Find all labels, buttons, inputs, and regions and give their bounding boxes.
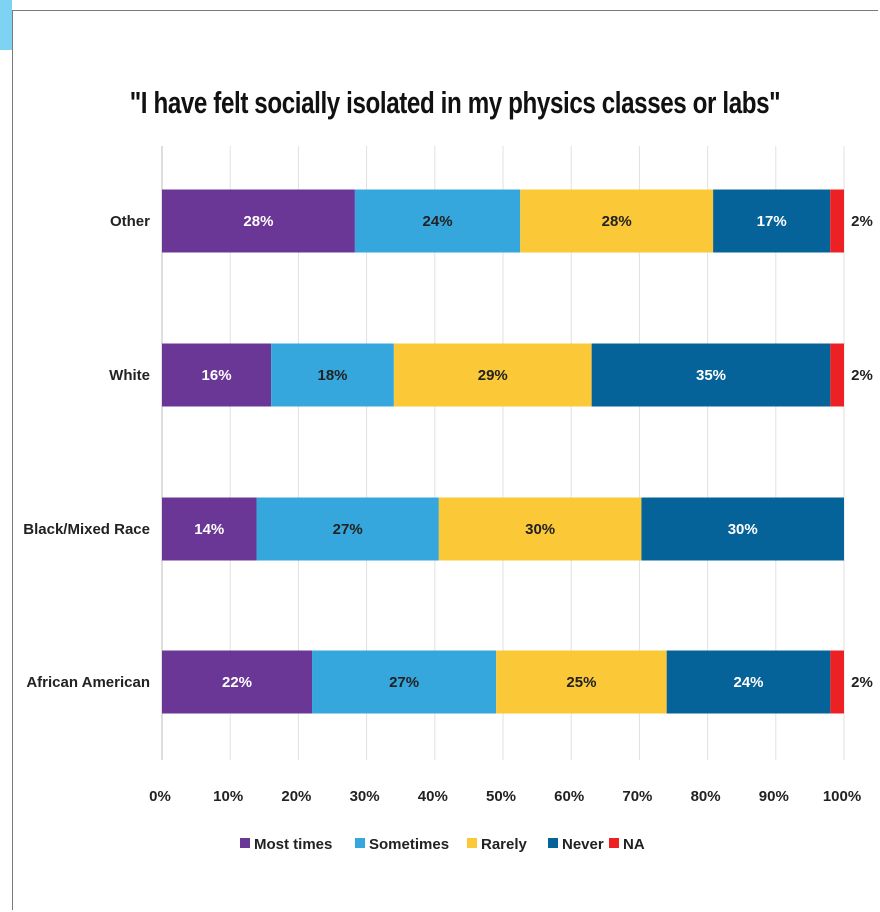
- data-label: 2%: [851, 367, 873, 384]
- data-label: 14%: [194, 521, 224, 538]
- corner-accent: [0, 0, 12, 50]
- legend: Most times Sometimes Rarely Never NA: [240, 836, 645, 853]
- legend-swatch: [355, 838, 365, 848]
- category-label: African American: [26, 674, 150, 691]
- category-labels: Other White Black/Mixed Race African Americ…: [23, 213, 150, 691]
- legend-swatch: [609, 838, 619, 848]
- bar-segment: [162, 650, 313, 714]
- bar-segment: [162, 189, 355, 253]
- x-tick-label: 40%: [418, 788, 448, 805]
- data-label: 27%: [333, 521, 363, 538]
- x-tick-label: 30%: [350, 788, 380, 805]
- data-label: 24%: [423, 213, 453, 230]
- data-label: 24%: [734, 674, 764, 691]
- bar-segment: [438, 497, 642, 561]
- bar-segment: [496, 650, 667, 714]
- bar-segment: [162, 497, 257, 561]
- bar-segment: [354, 189, 521, 253]
- x-tick-label: 0%: [149, 788, 171, 805]
- legend-swatch: [467, 838, 477, 848]
- bar-segment: [271, 343, 394, 407]
- data-label: 2%: [851, 674, 873, 691]
- data-label: 29%: [478, 367, 508, 384]
- bar-segment: [393, 343, 592, 407]
- bar-segment: [830, 189, 844, 253]
- data-labels: 28% 24% 28% 17% 2% 16% 18% 29% 35% 2% 14% 27% 30% 30%…: [194, 213, 873, 691]
- bar-segment: [256, 497, 439, 561]
- data-label: 28%: [602, 213, 632, 230]
- bar-segment: [830, 343, 844, 407]
- bar-segment: [666, 650, 831, 714]
- chart-frame: [12, 10, 878, 910]
- data-label: 16%: [202, 367, 232, 384]
- data-label: 22%: [222, 674, 252, 691]
- bar-segment: [520, 189, 714, 253]
- legend-label: Rarely: [481, 836, 528, 853]
- data-label: 17%: [757, 213, 787, 230]
- data-label: 30%: [728, 521, 758, 538]
- data-label: 35%: [696, 367, 726, 384]
- x-tick-label: 90%: [759, 788, 789, 805]
- bar-segment: [830, 650, 844, 714]
- x-tick-label: 70%: [622, 788, 652, 805]
- bar-segment: [591, 343, 831, 407]
- x-axis-ticks: 0% 10% 20% 30% 40% 50% 60% 70% 80% 90% 100%: [149, 788, 861, 805]
- x-tick-label: 60%: [554, 788, 584, 805]
- category-label: Other: [110, 213, 150, 230]
- x-tick-label: 50%: [486, 788, 516, 805]
- x-tick-label: 20%: [281, 788, 311, 805]
- bar-segment: [162, 343, 272, 407]
- legend-label: Never: [562, 836, 604, 853]
- data-label: 25%: [566, 674, 596, 691]
- bar-segment: [641, 497, 844, 561]
- bars: [162, 189, 844, 714]
- category-label: White: [109, 367, 150, 384]
- bar-segment: [312, 650, 497, 714]
- x-tick-label: 10%: [213, 788, 243, 805]
- data-label: 27%: [389, 674, 419, 691]
- data-label: 28%: [243, 213, 273, 230]
- chart-title: "I have felt socially isolated in my phy…: [130, 85, 781, 120]
- bar-segment: [713, 189, 831, 253]
- legend-swatch: [548, 838, 558, 848]
- legend-label: Sometimes: [369, 836, 449, 853]
- legend-label: NA: [623, 836, 645, 853]
- data-label: 18%: [317, 367, 347, 384]
- legend-label: Most times: [254, 836, 332, 853]
- category-label: Black/Mixed Race: [23, 521, 150, 538]
- data-label: 30%: [525, 521, 555, 538]
- x-tick-label: 80%: [691, 788, 721, 805]
- data-label: 2%: [851, 213, 873, 230]
- x-tick-label: 100%: [823, 788, 861, 805]
- legend-swatch: [240, 838, 250, 848]
